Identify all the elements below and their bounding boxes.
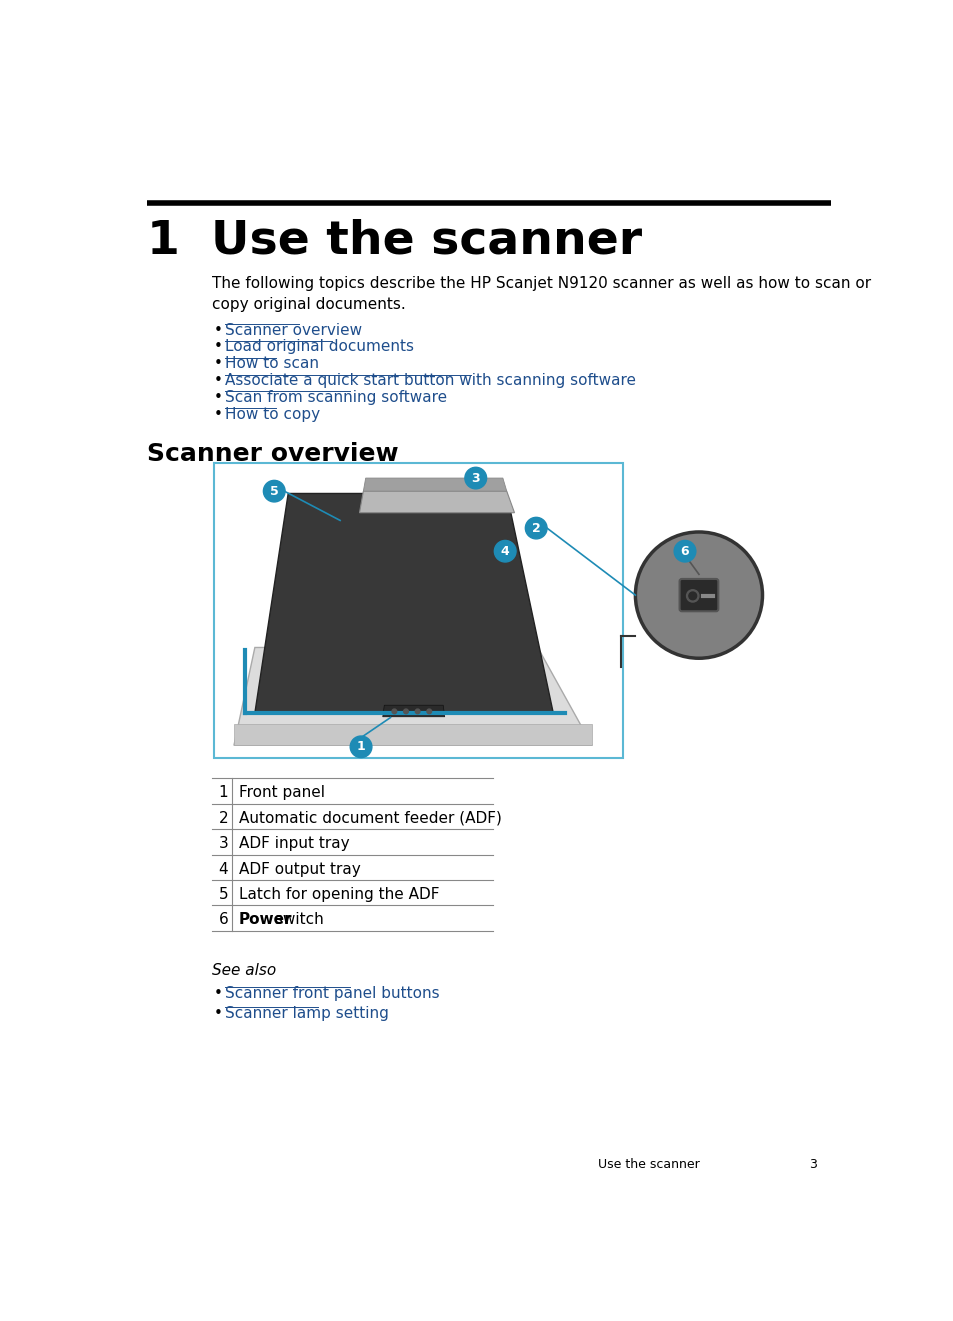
Text: switch: switch (270, 913, 323, 927)
Polygon shape (382, 705, 444, 717)
Text: 3: 3 (808, 1159, 816, 1170)
Text: Front panel: Front panel (238, 785, 324, 801)
Circle shape (464, 468, 486, 489)
Text: How to scan: How to scan (224, 357, 318, 371)
Text: Automatic document feeder (ADF): Automatic document feeder (ADF) (238, 811, 501, 826)
Text: •: • (213, 339, 222, 354)
Text: 6: 6 (680, 544, 689, 557)
Circle shape (415, 709, 419, 713)
Text: 3: 3 (218, 836, 228, 851)
Text: Scanner overview: Scanner overview (147, 443, 398, 466)
Text: •: • (213, 987, 222, 1001)
Text: •: • (213, 1007, 222, 1021)
Text: Latch for opening the ADF: Latch for opening the ADF (238, 886, 438, 902)
Text: 3: 3 (471, 472, 479, 485)
Text: Load original documents: Load original documents (224, 339, 414, 354)
Text: ADF output tray: ADF output tray (238, 861, 360, 877)
Text: Scanner lamp setting: Scanner lamp setting (224, 1007, 388, 1021)
Circle shape (403, 709, 408, 713)
Circle shape (688, 592, 696, 600)
Text: Use the scanner: Use the scanner (598, 1159, 700, 1170)
Circle shape (263, 481, 285, 502)
Text: Power: Power (238, 913, 292, 927)
Text: 5: 5 (270, 485, 278, 498)
Text: See also: See also (212, 963, 276, 978)
Text: 1: 1 (147, 218, 180, 264)
Circle shape (427, 709, 431, 713)
Text: 6: 6 (218, 913, 228, 927)
Circle shape (392, 709, 396, 713)
Polygon shape (254, 494, 553, 713)
FancyBboxPatch shape (213, 462, 622, 757)
Text: How to copy: How to copy (224, 407, 319, 423)
Circle shape (525, 518, 546, 539)
Text: Scanner front panel buttons: Scanner front panel buttons (224, 987, 438, 1001)
FancyBboxPatch shape (679, 579, 718, 612)
Circle shape (494, 540, 516, 561)
Text: •: • (213, 322, 222, 338)
Circle shape (350, 736, 372, 757)
Text: •: • (213, 374, 222, 388)
Text: 1: 1 (356, 740, 365, 753)
Polygon shape (233, 724, 592, 745)
Text: 2: 2 (531, 522, 540, 535)
Circle shape (635, 532, 761, 658)
Polygon shape (233, 647, 592, 745)
Text: ADF input tray: ADF input tray (238, 836, 349, 851)
Text: Associate a quick start button with scanning software: Associate a quick start button with scan… (224, 374, 635, 388)
Text: Scan from scanning software: Scan from scanning software (224, 390, 446, 406)
Text: The following topics describe the HP Scanjet N9120 scanner as well as how to sca: The following topics describe the HP Sca… (212, 276, 870, 312)
Polygon shape (363, 478, 506, 491)
Polygon shape (359, 491, 514, 513)
Text: 4: 4 (500, 544, 509, 557)
Circle shape (686, 589, 699, 602)
Text: •: • (213, 390, 222, 406)
Text: 2: 2 (218, 811, 228, 826)
Text: Use the scanner: Use the scanner (211, 218, 641, 264)
Text: Scanner overview: Scanner overview (224, 322, 361, 338)
Text: 1: 1 (218, 785, 228, 801)
Text: •: • (213, 407, 222, 423)
Text: 5: 5 (218, 886, 228, 902)
Text: 4: 4 (218, 861, 228, 877)
Text: •: • (213, 357, 222, 371)
Circle shape (674, 540, 695, 561)
